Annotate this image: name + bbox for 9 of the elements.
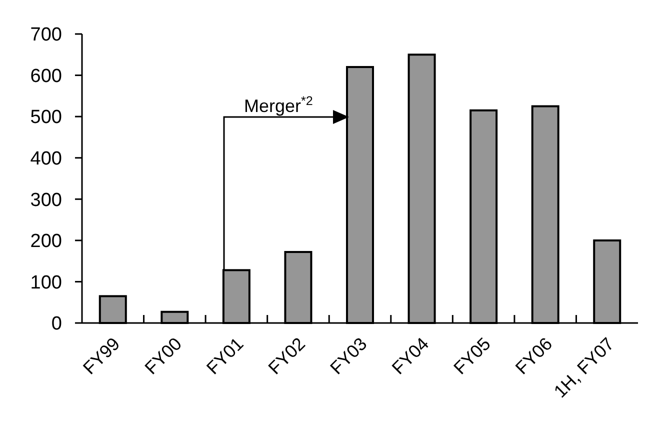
y-tick-label: 500 [30, 107, 62, 128]
y-tick-label: 400 [30, 148, 62, 170]
y-tick-label: 700 [30, 24, 62, 46]
y-tick-label: 600 [30, 66, 62, 87]
y-tick-label: 300 [30, 190, 62, 211]
y-tick-label: 0 [51, 314, 62, 335]
y-tick-label: 200 [30, 231, 62, 252]
y-tick-label: 100 [30, 272, 62, 294]
annotation: Merger$^{*2}$ [244, 94, 313, 116]
